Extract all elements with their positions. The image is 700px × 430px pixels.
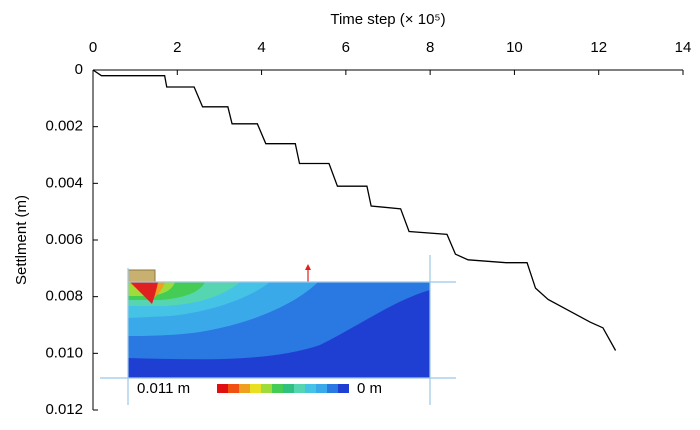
inset-frame [100, 255, 456, 405]
colorbar-label: 0 m [357, 380, 382, 397]
y-tick-label: 0.002 [45, 118, 83, 135]
settlement-line [92, 69, 617, 351]
y-tick-label: 0.006 [45, 231, 83, 248]
x-tick-label: 6 [342, 39, 350, 56]
colorbar-label: 0.011 m [137, 380, 190, 397]
y-tick-label: 0 [75, 61, 83, 78]
x-tick-label: 14 [675, 39, 692, 56]
footing [127, 269, 156, 283]
x-axis-label: Time step (× 10⁵) [330, 11, 445, 28]
colorbar [217, 384, 349, 393]
inset: 0.011 m 0 m [100, 255, 456, 405]
x-tick-label: 2 [173, 39, 181, 56]
y-axis-label: Settlment (m) [13, 195, 30, 285]
y-tick-label: 0.012 [45, 401, 83, 418]
y-tick-label: 0.010 [45, 344, 83, 361]
x-tick-label: 0 [89, 39, 97, 56]
x-tick-label: 4 [257, 39, 265, 56]
x-tick-label: 12 [590, 39, 607, 56]
x-tick-label: 10 [506, 39, 523, 56]
contour [130, 282, 158, 304]
arrow-head [305, 264, 311, 270]
y-tick-label: 0.004 [45, 174, 83, 191]
x-tick-label: 8 [426, 39, 434, 56]
y-tick-label: 0.008 [45, 288, 83, 305]
